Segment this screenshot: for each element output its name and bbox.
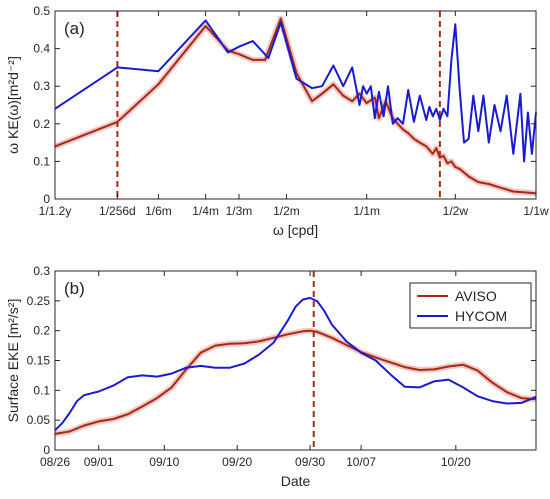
x-tick-label: 1/256d [99, 204, 136, 218]
x-tick-label: 09/10 [149, 455, 179, 469]
panel-b-legend: AVISO HYCOM [409, 282, 532, 329]
y-tick-label: 0.3 [33, 79, 50, 93]
panel-a-ticks: 0 0.1 0.2 0.3 0.4 0.5 1/1.2y 1/256d 1/6m 1/4m 1/3m… [33, 4, 549, 218]
series-line-hycom [54, 19, 537, 163]
panel-b: 0 0.05 0.1 0.15 0.2 0.25 0.3 08/26 09/01 09/10 09/… [5, 264, 537, 489]
x-tick-label: 10/20 [441, 455, 471, 469]
series-line-hycom [54, 296, 537, 432]
y-tick-label: 0.4 [33, 42, 50, 56]
x-tick-label: 09/01 [84, 455, 114, 469]
panel-b-x-axis-label: Date [281, 473, 311, 489]
x-tick-label: 08/26 [40, 455, 70, 469]
x-tick-label: 09/30 [295, 455, 325, 469]
panel-b-series [54, 296, 537, 435]
series-line-aviso [54, 17, 537, 195]
x-tick-label: 1/1w [523, 204, 549, 218]
panel-a-x-axis-label: ω [cpd] [273, 222, 318, 238]
x-tick-label: 1/2m [273, 204, 300, 218]
series-halo-aviso [54, 327, 537, 437]
series-line-aviso [54, 329, 537, 435]
panel-a-series [54, 17, 537, 195]
panel-b-label: (b) [64, 279, 85, 298]
x-tick-label: 1/6m [145, 204, 172, 218]
panel-a-frame [54, 10, 537, 200]
y-tick-label: 0.15 [27, 354, 51, 368]
y-tick-label: 0.3 [33, 264, 50, 278]
panel-a: 0 0.1 0.2 0.3 0.4 0.5 1/1.2y 1/256d 1/6m 1/4m 1/3m… [5, 4, 549, 238]
y-tick-label: 0.2 [33, 117, 50, 131]
series-halo-aviso [53, 15, 537, 197]
panel-a-vlines [116, 11, 441, 199]
y-tick-label: 0.2 [33, 324, 50, 338]
x-tick-label: 1/4m [192, 204, 219, 218]
y-tick-label: 0.1 [33, 383, 50, 397]
y-tick-label: 0 [43, 192, 50, 206]
y-tick-label: 0.5 [33, 4, 50, 18]
panel-b-y-axis-label: Surface EKE [m²/s²] [5, 299, 21, 423]
panel-b-ticks: 0 0.05 0.1 0.15 0.2 0.25 0.3 08/26 09/01 09/10 09/… [27, 264, 536, 469]
panel-a-halo-layer [53, 15, 537, 197]
panel-a-label: (a) [64, 19, 85, 38]
x-tick-label: 1/1.2y [39, 204, 72, 218]
legend-label-aviso: AVISO [455, 288, 497, 304]
y-tick-label: 0 [43, 443, 50, 457]
y-tick-label: 0.1 [33, 154, 50, 168]
legend-label-hycom: HYCOM [455, 308, 507, 324]
panel-a-y-axis-label: ω KE(ω)[m²d⁻²] [5, 56, 21, 154]
y-tick-label: 0.05 [27, 413, 51, 427]
x-tick-label: 10/07 [346, 455, 376, 469]
x-tick-label: 1/1m [353, 204, 380, 218]
panel-b-halo-layer [54, 327, 537, 437]
y-tick-label: 0.25 [27, 294, 51, 308]
x-tick-label: 1/3m [226, 204, 253, 218]
x-tick-label: 09/20 [222, 455, 252, 469]
legend-box [409, 282, 532, 329]
x-tick-label: 1/2w [443, 204, 469, 218]
